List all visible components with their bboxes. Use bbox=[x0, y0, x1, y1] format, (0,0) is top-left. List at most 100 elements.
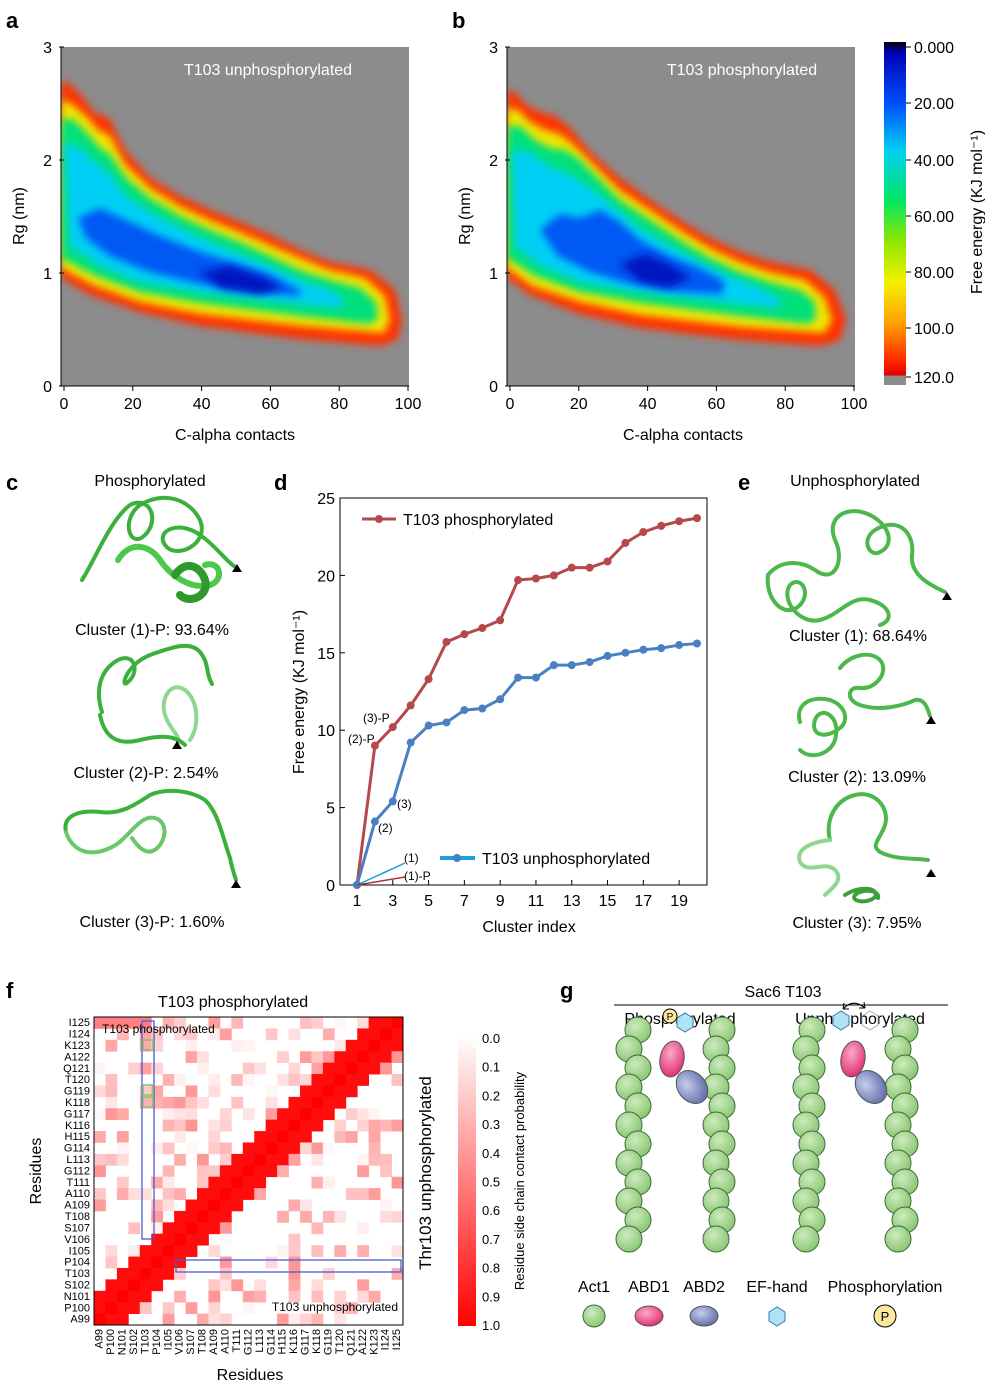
heat-cell bbox=[334, 1313, 347, 1326]
x-axis-label-b: C-alpha contacts bbox=[623, 427, 743, 444]
heat-cell bbox=[334, 1096, 347, 1109]
panel-label-c: c bbox=[6, 470, 18, 495]
heat-cell bbox=[322, 1085, 335, 1098]
phosphorylated-cluster-structures: Phosphorylated Cluster (1)-P: 93.64% Clu… bbox=[63, 473, 242, 931]
cluster-label-e1: Cluster (1): 68.64% bbox=[789, 628, 927, 645]
panel-label-f: f bbox=[6, 978, 14, 1003]
heat-cell bbox=[311, 1119, 324, 1132]
heat-cell bbox=[277, 1245, 289, 1257]
heat-cell bbox=[300, 1142, 312, 1155]
heat-cell bbox=[334, 1302, 347, 1314]
heat-cell bbox=[265, 1119, 278, 1132]
heat-cell bbox=[151, 1279, 164, 1292]
abd1-unphosphorylated bbox=[840, 1040, 866, 1078]
heat-cell bbox=[311, 1085, 324, 1098]
point-s1-11 bbox=[549, 661, 558, 670]
heat-cell bbox=[185, 1108, 198, 1121]
res-y-V106: V106 bbox=[64, 1234, 90, 1246]
heat-cell bbox=[357, 1108, 370, 1121]
heat-cell bbox=[197, 1199, 209, 1212]
res-y-T103: T103 bbox=[65, 1268, 90, 1280]
phosphate-label: P bbox=[667, 1012, 674, 1023]
x-tick-label-b-4: 80 bbox=[776, 396, 794, 413]
res-x-A99: A99 bbox=[94, 1329, 106, 1349]
res-x-Q121: Q121 bbox=[345, 1329, 357, 1356]
cluster-label-c1: Cluster (1)-P: 93.64% bbox=[75, 622, 229, 639]
heat-cell bbox=[94, 1302, 106, 1314]
heat-cell bbox=[300, 1313, 312, 1326]
heat-cell bbox=[116, 1142, 129, 1155]
heatmap-x-axis-label: Residues bbox=[217, 1367, 284, 1382]
heat-cell bbox=[105, 1279, 118, 1292]
d-xtick-label-0: 1 bbox=[353, 893, 362, 910]
heat-cell bbox=[300, 1017, 312, 1029]
schematic-title: Sac6 T103 bbox=[744, 984, 821, 1001]
abd2-unphosphorylated bbox=[854, 1070, 888, 1104]
y-tick-label-a-0: 0 bbox=[43, 379, 52, 396]
heat-cell bbox=[391, 1074, 404, 1086]
act1-subunit bbox=[615, 1225, 643, 1253]
heat-cell bbox=[197, 1062, 209, 1075]
heat-cell bbox=[380, 1028, 392, 1041]
y-tick-label-b-2: 2 bbox=[489, 153, 498, 170]
heat-cell bbox=[254, 1131, 267, 1143]
cb-tick-label-6: 120.0 bbox=[914, 370, 954, 387]
heat-cell bbox=[345, 1108, 358, 1121]
res-x-T111: T111 bbox=[231, 1329, 243, 1352]
heat-cell bbox=[219, 1233, 232, 1246]
heat-cell bbox=[380, 1165, 392, 1178]
heat-cell bbox=[380, 1017, 392, 1029]
heat-cell bbox=[151, 1199, 164, 1212]
cb-tick-label-0: 0.000 bbox=[914, 40, 954, 57]
heat-cell bbox=[334, 1039, 347, 1052]
heat-cell bbox=[288, 1199, 301, 1212]
heat-cell bbox=[277, 1210, 289, 1223]
point-s0-12 bbox=[567, 563, 576, 572]
heat-cell bbox=[254, 1290, 267, 1303]
heat-cell bbox=[357, 1028, 370, 1041]
heat-cell bbox=[219, 1188, 232, 1200]
res-y-T108: T108 bbox=[65, 1211, 90, 1223]
heat-cell bbox=[151, 1039, 164, 1052]
heat-cell bbox=[357, 1222, 370, 1235]
heat-cell bbox=[357, 1074, 370, 1086]
heat-cell bbox=[219, 1108, 232, 1121]
heat-cell bbox=[242, 1142, 255, 1155]
heat-cell bbox=[151, 1222, 164, 1235]
heat-cell bbox=[368, 1028, 381, 1041]
heat-cell bbox=[288, 1131, 301, 1143]
annot-p3: (3)-P bbox=[363, 711, 390, 725]
heat-cell bbox=[185, 1210, 198, 1223]
heat-cell bbox=[174, 1210, 186, 1223]
heat-cell bbox=[380, 1153, 392, 1166]
heat-cell bbox=[128, 1245, 141, 1257]
heat-cell bbox=[174, 1290, 186, 1303]
heat-cell bbox=[162, 1017, 175, 1029]
heat-cell bbox=[368, 1142, 381, 1155]
res-x-A122: A122 bbox=[357, 1329, 369, 1355]
inset-label-b: T103 phosphorylated bbox=[667, 62, 817, 79]
green-mark-2 bbox=[142, 1084, 154, 1096]
heat-cell bbox=[300, 1051, 312, 1064]
heat-cell bbox=[162, 1233, 175, 1246]
heat-cell bbox=[162, 1245, 175, 1257]
heat-cell bbox=[380, 1210, 392, 1223]
res-y-I105: I105 bbox=[69, 1245, 90, 1257]
res-x-K116: K116 bbox=[288, 1329, 300, 1354]
heat-cell bbox=[174, 1119, 186, 1132]
heatmap-colorbar bbox=[458, 1036, 476, 1326]
heat-cell bbox=[368, 1039, 381, 1052]
heat-cell bbox=[105, 1256, 118, 1269]
efhand-unphosphorylated bbox=[832, 1010, 850, 1031]
point-s0-2 bbox=[388, 723, 397, 732]
phosphate-marker bbox=[662, 1008, 678, 1024]
heat-cell bbox=[162, 1256, 175, 1269]
heat-cell bbox=[322, 1096, 335, 1109]
legend-phosphorylation-p: P bbox=[881, 1309, 890, 1324]
heat-cell bbox=[288, 1108, 301, 1121]
d-ytick-label-5: 25 bbox=[317, 491, 335, 508]
heat-cell bbox=[116, 1267, 129, 1280]
res-y-K118: K118 bbox=[65, 1097, 90, 1109]
res-x-S107: S107 bbox=[185, 1329, 197, 1355]
heat-cell bbox=[242, 1176, 255, 1189]
